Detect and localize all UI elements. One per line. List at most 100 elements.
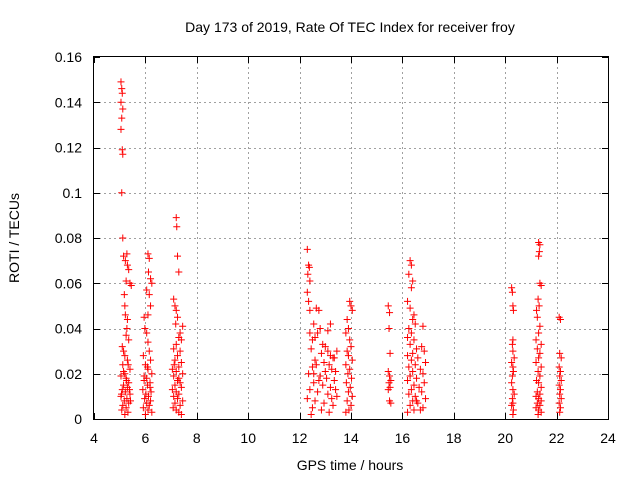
plot-frame (93, 56, 609, 420)
data-point (556, 404, 564, 412)
data-point (172, 320, 180, 328)
data-point (148, 408, 156, 416)
x-tick-label: 10 (240, 430, 256, 446)
data-point (121, 388, 129, 396)
data-point (509, 410, 517, 418)
data-point (407, 356, 415, 364)
data-point (139, 404, 147, 412)
data-point (143, 286, 151, 294)
data-point (534, 410, 542, 418)
data-point (418, 343, 426, 351)
data-point (170, 295, 178, 303)
data-point (319, 381, 327, 389)
data-point (125, 386, 133, 394)
data-point (330, 354, 338, 362)
x-tick-label: 20 (497, 430, 513, 446)
data-point (174, 395, 182, 403)
data-point (316, 325, 324, 332)
data-point (405, 270, 413, 278)
data-point (176, 379, 184, 387)
y-axis-label: ROTI / TECUs (6, 193, 22, 283)
data-point (175, 268, 183, 276)
data-point (535, 354, 543, 362)
data-point (177, 410, 185, 418)
data-point (146, 383, 154, 391)
data-point (508, 379, 516, 387)
y-tick-label: 0.02 (55, 366, 82, 382)
data-point (122, 277, 130, 285)
x-tick-label: 18 (446, 430, 462, 446)
data-point (311, 397, 319, 405)
data-point (144, 311, 152, 319)
data-point (145, 347, 153, 355)
data-point (303, 288, 311, 296)
data-point (172, 340, 180, 348)
data-point (534, 295, 542, 303)
data-point (119, 234, 127, 242)
data-point (141, 410, 149, 418)
data-point (555, 363, 563, 371)
data-point (346, 297, 354, 305)
data-point (346, 365, 354, 373)
data-point (177, 358, 185, 366)
data-point (342, 361, 350, 369)
data-point (144, 392, 152, 400)
data-point (414, 354, 422, 362)
data-point (126, 397, 134, 405)
data-point (348, 356, 356, 364)
data-point (306, 386, 314, 394)
data-point (117, 390, 125, 398)
data-point (175, 363, 183, 371)
data-point (333, 347, 341, 355)
data-point (306, 306, 314, 314)
data-point (535, 252, 543, 260)
data-point (326, 383, 334, 391)
data-point (409, 277, 417, 285)
data-point (321, 367, 329, 375)
data-point (117, 78, 125, 86)
data-point (343, 397, 351, 405)
y-tick-label: 0.14 (55, 94, 82, 110)
data-point (329, 401, 337, 409)
data-point (176, 329, 184, 337)
data-point (330, 377, 338, 385)
data-point (409, 315, 417, 323)
data-point (343, 315, 351, 323)
data-point (404, 377, 412, 385)
data-point (175, 390, 183, 398)
data-point (556, 367, 564, 375)
data-point (410, 336, 418, 344)
data-point (310, 370, 318, 378)
data-point (536, 349, 544, 357)
data-point (321, 343, 329, 351)
data-point (118, 146, 126, 154)
axis-ticks (94, 57, 609, 420)
y-tick-label: 0 (74, 411, 82, 427)
data-point (139, 386, 147, 394)
data-point (344, 352, 352, 360)
data-point (177, 383, 185, 391)
data-point (384, 386, 392, 394)
data-point (121, 302, 129, 310)
data-point (509, 386, 517, 394)
data-point (404, 408, 412, 416)
data-point (413, 397, 421, 405)
data-point (323, 374, 331, 382)
data-point (145, 401, 153, 409)
data-point (386, 372, 394, 380)
data-point (121, 257, 129, 265)
data-point (410, 381, 418, 389)
data-point (344, 370, 352, 378)
data-point (508, 340, 516, 348)
x-tick-label: 22 (549, 430, 565, 446)
y-tick-label: 0.16 (55, 49, 82, 65)
data-point (404, 334, 412, 342)
data-point (123, 261, 131, 269)
data-point (147, 302, 155, 310)
data-point (536, 241, 544, 249)
data-point (176, 347, 184, 355)
data-point (557, 354, 565, 362)
data-point (410, 311, 418, 319)
x-tick-label: 8 (193, 430, 201, 446)
data-point (409, 367, 417, 375)
